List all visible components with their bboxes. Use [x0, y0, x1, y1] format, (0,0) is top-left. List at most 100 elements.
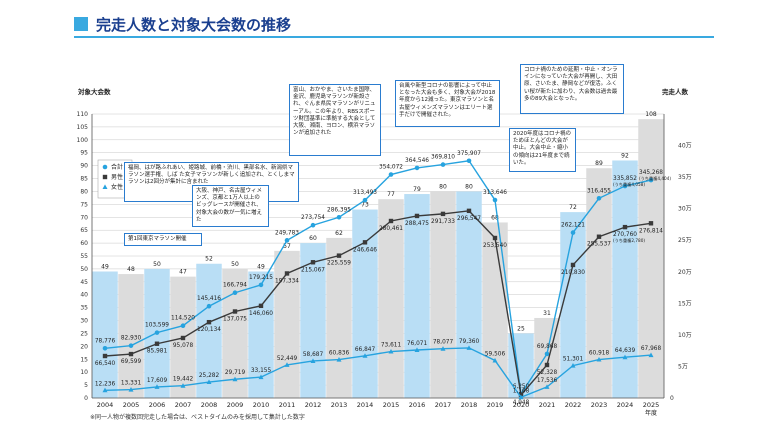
x-tick-label: 2020: [513, 401, 530, 409]
data-point: [362, 240, 368, 245]
series-line: [104, 347, 652, 399]
legend-label: 合計: [111, 163, 123, 171]
y2-tick-label: 5万: [678, 363, 688, 370]
data-label: 273,754: [301, 215, 325, 221]
data-sub-label: (うち重複4,404): [639, 175, 671, 182]
x-tick-label: 2011: [279, 401, 296, 409]
data-point: [466, 208, 472, 214]
legend-marker: [102, 164, 108, 170]
y-tick-label: 105: [77, 124, 89, 131]
bar: [586, 168, 612, 398]
data-label: 29,719: [225, 370, 246, 376]
data-point: [414, 165, 420, 171]
data-label: 215,067: [301, 267, 325, 273]
bar: [404, 194, 430, 398]
bar: [482, 222, 508, 398]
data-point: [128, 351, 134, 357]
data-point: [518, 394, 524, 400]
x-tick-label: 2013: [331, 401, 348, 409]
data-label: 82,930: [121, 336, 142, 342]
data-point: [648, 221, 654, 226]
data-point: [622, 354, 628, 360]
bar: [92, 271, 118, 398]
bar-value-label: 49: [101, 263, 109, 270]
data-point: [258, 282, 264, 288]
data-label: 69,599: [121, 359, 142, 365]
data-point: [154, 341, 160, 346]
y2-tick-label: 40万: [678, 143, 692, 150]
bar-value-label: 62: [335, 230, 343, 237]
data-point: [622, 183, 628, 189]
data-point: [102, 387, 108, 393]
y-tick-label: 35: [80, 305, 88, 312]
x-tick-label: 2009: [227, 401, 244, 409]
data-label: 12,236: [95, 381, 116, 387]
data-point: [466, 345, 472, 350]
data-label: 78,077: [433, 340, 454, 346]
data-label: 364,546: [405, 158, 429, 164]
data-label: 69,868: [537, 344, 558, 350]
data-label: 316,455: [587, 188, 611, 194]
data-label: 85,981: [147, 349, 168, 355]
bar-value-label: 79: [413, 186, 421, 193]
y2-tick-label: 15万: [678, 300, 692, 307]
data-point: [154, 330, 160, 335]
data-label: 1,168: [513, 388, 530, 394]
footnote: ※同一人物が複数回完走した場合は、ベストタイムのみを採用して集計した数字: [90, 414, 305, 421]
legend-marker: [102, 174, 108, 180]
x-tick-label: 2008: [201, 401, 218, 409]
data-label: 114,520: [171, 316, 195, 322]
data-label: 145,416: [197, 296, 221, 302]
data-point: [596, 234, 602, 239]
data-point: [206, 319, 212, 325]
data-label: 146,060: [249, 311, 273, 317]
y-tick-label: 75: [80, 201, 88, 208]
data-label: 52,449: [277, 356, 298, 362]
y-tick-label: 5: [84, 382, 88, 389]
page-title: 完走人数と対象大会数の推移: [96, 16, 292, 34]
x-tick-label: 2010: [253, 401, 270, 409]
bar: [612, 160, 638, 398]
bar: [560, 212, 586, 398]
bar-value-label: 48: [127, 266, 135, 273]
data-label: 66,847: [355, 347, 376, 353]
bar-value-label: 89: [595, 160, 603, 167]
series-line: [104, 210, 652, 397]
x-tick-label: 2017: [435, 401, 452, 409]
data-label: 76,071: [407, 341, 428, 347]
y-tick-label: 95: [80, 150, 88, 157]
x-tick-label: 2006: [149, 401, 166, 409]
bar-value-label: 73: [361, 202, 369, 209]
y2-tick-label: 20万: [678, 269, 692, 276]
data-label: 369,810: [431, 155, 455, 161]
data-label: 66,540: [95, 361, 116, 367]
y-tick-label: 45: [80, 279, 88, 286]
data-point: [232, 376, 238, 382]
data-label: 262,121: [561, 223, 585, 229]
y-tick-label: 85: [80, 176, 88, 183]
x-tick-label: 2004: [97, 401, 114, 409]
data-label: 225,559: [327, 261, 351, 267]
bar-value-label: 52: [205, 256, 213, 263]
title-underline: [74, 36, 714, 38]
data-point: [388, 348, 394, 354]
y2-tick-label: 0: [670, 395, 674, 402]
annotation-2012: 大阪、神戸、名古屋ウィメンズ、京都と1万人以上のビッグレースが開催され、対象大会…: [192, 185, 269, 227]
data-label: 59,506: [485, 351, 506, 357]
data-label: 60,918: [589, 351, 610, 357]
y-tick-label: 65: [80, 227, 88, 234]
data-point: [258, 374, 264, 380]
data-label: 64,639: [615, 348, 636, 354]
data-point: [544, 384, 550, 389]
data-label: 375,907: [457, 151, 481, 157]
data-label: 19,442: [173, 377, 194, 383]
bar-value-label: 47: [179, 269, 187, 276]
x-tick-label: 2018: [461, 401, 478, 409]
y-axis-title: 対象大会数: [77, 87, 111, 96]
data-point: [596, 195, 602, 201]
y-tick-label: 70: [80, 214, 88, 221]
x-tick-label: 2016: [409, 401, 426, 409]
bar-value-label: 80: [465, 183, 473, 190]
y-tick-label: 110: [77, 111, 89, 118]
y-tick-label: 50: [80, 266, 88, 273]
